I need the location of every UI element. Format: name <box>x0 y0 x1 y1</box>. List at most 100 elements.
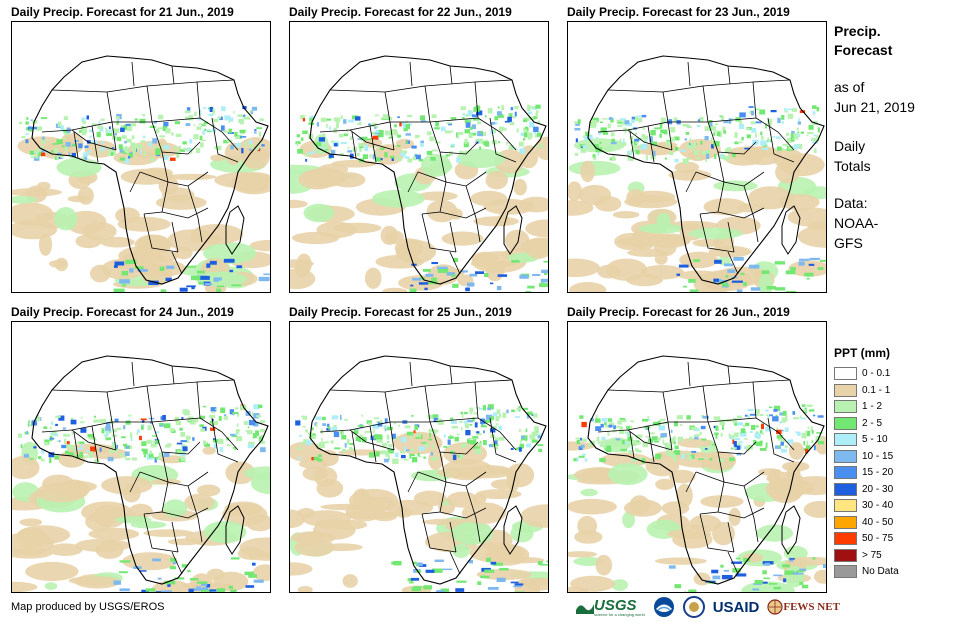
country-border <box>187 185 203 243</box>
legend-item: 10 - 15 <box>834 449 964 466</box>
country-border <box>707 421 757 455</box>
legend-swatch <box>834 515 857 529</box>
country-border <box>597 129 673 151</box>
country-border <box>111 421 117 451</box>
country-border <box>389 121 395 151</box>
fews-wordmark: FEWS NET <box>783 601 840 613</box>
forecast-panel-4: Daily Precip. Forecast for 24 Jun., 2019 <box>11 304 279 600</box>
country-border <box>439 451 487 487</box>
logo-strip: USGS science for a changing world USAID … <box>576 594 848 620</box>
country-border <box>465 185 481 243</box>
madagascar-outline <box>781 205 801 255</box>
africa-coastline <box>309 55 547 285</box>
panel-title: Daily Precip. Forecast for 25 Jun., 2019 <box>289 305 512 319</box>
country-border <box>449 521 457 553</box>
country-border <box>51 389 113 431</box>
country-border <box>597 429 673 451</box>
legend-label: 0 - 0.1 <box>862 368 891 379</box>
country-border <box>421 213 457 253</box>
country-border <box>384 85 431 123</box>
country-border <box>161 207 209 219</box>
country-border <box>717 451 765 487</box>
country-border <box>91 425 99 463</box>
country-border <box>474 379 513 383</box>
country-border <box>752 79 791 83</box>
legend-swatch <box>834 400 857 413</box>
country-border <box>424 81 479 123</box>
country-border <box>662 385 709 423</box>
country-border <box>727 221 735 253</box>
state-dept-seal-icon <box>682 596 705 618</box>
legend-swatch <box>834 482 857 496</box>
precip-map-3[interactable] <box>567 21 827 293</box>
country-border <box>707 121 757 155</box>
country-border <box>647 425 655 463</box>
credit-text: Map produced by USGS/EROS <box>11 601 165 613</box>
country-border <box>139 171 169 215</box>
country-border <box>439 507 487 519</box>
precip-map-6[interactable] <box>567 321 827 593</box>
country-border <box>727 551 739 575</box>
country-border <box>199 417 239 451</box>
usgs-wordmark: USGS <box>594 596 637 614</box>
forecast-panel-5: Daily Precip. Forecast for 25 Jun., 2019 <box>289 304 557 600</box>
country-border <box>91 125 99 163</box>
country-border <box>687 61 691 87</box>
country-border <box>161 151 209 187</box>
country-border <box>699 213 735 253</box>
country-border <box>695 471 725 515</box>
precip-map-1[interactable] <box>11 21 271 293</box>
country-border <box>474 79 513 83</box>
as-of-value: Jun 21, 2019 <box>834 99 915 115</box>
source-line1: Data: <box>834 195 868 211</box>
precip-map-4[interactable] <box>11 321 271 593</box>
legend-swatch <box>834 565 857 578</box>
legend-swatch <box>834 416 857 430</box>
country-border <box>196 379 235 383</box>
legend-swatch <box>834 433 857 446</box>
country-border <box>699 513 735 553</box>
country-border <box>171 221 179 253</box>
country-border <box>106 385 153 423</box>
country-border <box>667 421 673 451</box>
country-border <box>389 421 395 451</box>
country-border <box>129 171 141 193</box>
country-border <box>424 381 479 423</box>
country-border <box>727 521 735 553</box>
noaa-emblem-icon <box>653 597 674 617</box>
country-border <box>384 385 431 423</box>
country-border <box>319 129 395 151</box>
legend-label: 0.1 - 1 <box>862 384 891 396</box>
legend-item: > 75 <box>834 548 964 565</box>
legend-label: 10 - 15 <box>862 450 894 462</box>
legend-item: 1 - 2 <box>834 399 964 416</box>
precip-map-2[interactable] <box>289 21 549 293</box>
precip-map-5[interactable] <box>289 321 549 593</box>
country-border <box>171 521 179 553</box>
country-border <box>717 151 765 187</box>
country-border <box>129 471 141 493</box>
country-border <box>702 381 757 423</box>
country-border <box>421 513 457 553</box>
forecast-panel-2: Daily Precip. Forecast for 22 Jun., 2019 <box>289 4 557 300</box>
noaa-logo <box>653 596 675 618</box>
country-border <box>131 361 135 387</box>
country-border <box>743 485 759 543</box>
country-border <box>449 551 461 575</box>
country-border <box>199 117 239 151</box>
country-border <box>685 171 697 193</box>
country-border <box>439 151 487 187</box>
country-border <box>351 431 357 459</box>
country-border <box>702 81 757 123</box>
legend-item: 20 - 30 <box>834 482 964 499</box>
country-border <box>647 125 655 163</box>
country-border <box>41 129 117 151</box>
legend-item: 0 - 0.1 <box>834 366 964 383</box>
country-border <box>131 61 135 87</box>
country-border <box>629 131 635 159</box>
madagascar-outline <box>225 505 245 555</box>
legend-swatch <box>834 532 857 545</box>
africa-coastline <box>31 355 269 585</box>
country-border <box>409 61 413 87</box>
country-border <box>667 121 673 151</box>
